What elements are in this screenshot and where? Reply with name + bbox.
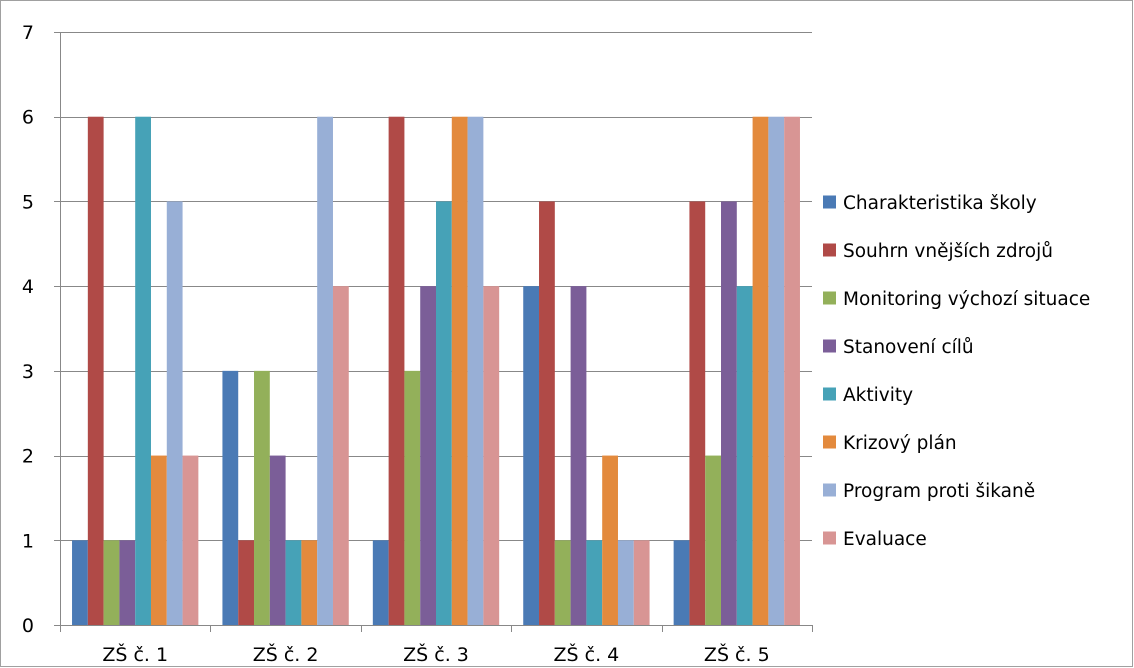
bar-charakteristika-skoly-1	[72, 540, 88, 625]
legend-label-evaluace: Evaluace	[843, 529, 927, 550]
bar-evaluace-5	[784, 116, 800, 625]
y-tick-label: 7	[22, 22, 34, 44]
bar-monitoring-vychozi-situace-5	[705, 455, 722, 625]
bar-krizovy-plan-4	[602, 455, 618, 625]
legend-swatch-stanoveni-cilu	[823, 339, 836, 353]
legend-label-monitoring-vychozi-situace: Monitoring výchozí situace	[843, 289, 1090, 310]
bar-aktivity-4	[586, 540, 603, 625]
bar-krizovy-plan-1	[150, 455, 167, 625]
x-tick-label: ZŠ č. 1	[102, 642, 168, 666]
bar-charakteristika-skoly-4	[523, 286, 540, 625]
bar-evaluace-1	[182, 455, 199, 625]
x-tick-label: ZŠ č. 5	[704, 642, 770, 666]
bar-evaluace-2	[332, 286, 349, 625]
y-tick-label: 2	[22, 446, 34, 468]
legend-label-program-proti-sikane: Program proti šikaně	[843, 481, 1035, 502]
bar-program-proti-sikane-3	[467, 116, 484, 625]
bar-aktivity-3	[436, 201, 452, 625]
bar-charakteristika-skoly-3	[372, 540, 389, 625]
bar-stanoveni-cilu-4	[570, 286, 587, 625]
bar-charakteristika-skoly-2	[222, 370, 239, 625]
bar-aktivity-5	[736, 286, 753, 625]
bar-krizovy-plan-5	[752, 116, 769, 625]
legend-swatch-monitoring-vychozi-situace	[823, 291, 836, 305]
bar-evaluace-4	[633, 540, 650, 625]
y-tick-label: 5	[22, 191, 34, 213]
legend-label-souhrn-vnejsich-zdroju: Souhrn vnějších zdrojů	[843, 241, 1053, 262]
x-tick-label: ZŠ č. 3	[403, 642, 469, 666]
bar-monitoring-vychozi-situace-3	[404, 370, 421, 625]
bar-program-proti-sikane-4	[617, 540, 634, 625]
bar-monitoring-vychozi-situace-4	[554, 540, 571, 625]
legend-swatch-aktivity	[823, 387, 836, 401]
bar-souhrn-vnejsich-zdroju-4	[539, 201, 555, 625]
y-tick-label: 6	[22, 107, 34, 129]
x-tick-label: ZŠ č. 2	[253, 642, 319, 666]
legend: Charakteristika školy Souhrn vnějších zdr…	[823, 193, 1090, 550]
legend-label-stanoveni-cilu: Stanovení cílů	[843, 337, 974, 358]
bar-charakteristika-skoly-5	[673, 540, 690, 625]
axes	[54, 32, 813, 632]
bar-stanoveni-cilu-3	[420, 286, 436, 625]
legend-swatch-evaluace	[823, 531, 836, 545]
bar-program-proti-sikane-2	[317, 116, 333, 625]
bar-aktivity-2	[285, 540, 302, 625]
legend-label-aktivity: Aktivity	[843, 385, 913, 406]
bars	[72, 116, 800, 625]
bar-stanoveni-cilu-1	[119, 540, 136, 625]
y-tick-label: 1	[22, 530, 34, 552]
y-tick-labels: 0 1 2 3 4 5 6 7	[22, 22, 34, 637]
x-tick-label: ZŠ č. 4	[554, 642, 620, 666]
bar-krizovy-plan-3	[451, 116, 468, 625]
x-tick-labels: ZŠ č. 1 ZŠ č. 2 ZŠ č. 3 ZŠ č. 4 ZŠ č. 5	[102, 642, 769, 666]
bar-aktivity-1	[135, 116, 151, 625]
bar-evaluace-3	[483, 286, 500, 625]
legend-swatch-program-proti-sikane	[823, 483, 836, 497]
legend-swatch-charakteristika-skoly	[823, 195, 836, 209]
bar-stanoveni-cilu-5	[721, 201, 737, 625]
legend-label-charakteristika-skoly: Charakteristika školy	[843, 193, 1037, 214]
y-tick-label: 0	[22, 615, 34, 637]
y-tick-label: 4	[22, 276, 34, 298]
bar-souhrn-vnejsich-zdroju-2	[238, 540, 255, 625]
bar-souhrn-vnejsich-zdroju-5	[689, 201, 706, 625]
y-tick-label: 3	[22, 361, 34, 383]
bar-program-proti-sikane-5	[768, 116, 785, 625]
bar-monitoring-vychozi-situace-2	[254, 370, 270, 625]
legend-swatch-krizovy-plan	[823, 435, 836, 449]
legend-swatch-souhrn-vnejsich-zdroju	[823, 243, 836, 257]
bar-souhrn-vnejsich-zdroju-1	[87, 116, 104, 625]
bar-stanoveni-cilu-2	[269, 455, 286, 625]
bar-krizovy-plan-2	[301, 540, 318, 625]
bar-program-proti-sikane-1	[166, 201, 183, 625]
legend-label-krizovy-plan: Krizový plán	[843, 433, 957, 454]
bar-souhrn-vnejsich-zdroju-3	[388, 116, 405, 625]
bar-monitoring-vychozi-situace-1	[103, 540, 120, 625]
